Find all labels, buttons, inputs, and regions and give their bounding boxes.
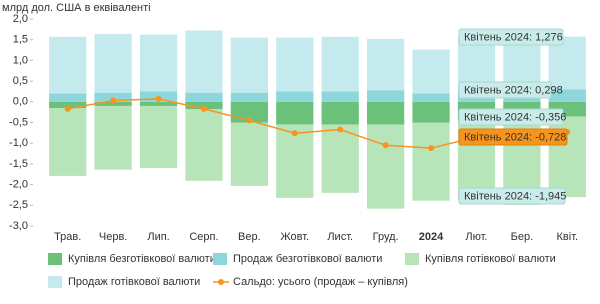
callout: Квітень 2024: -0,356 bbox=[458, 108, 566, 126]
y-tick-label: 1,5 bbox=[13, 34, 28, 46]
legend-swatch bbox=[405, 253, 419, 265]
saldo-point bbox=[110, 97, 117, 104]
saldo-point bbox=[155, 95, 162, 102]
legend-label: Продаж готівкової валюти bbox=[68, 276, 200, 288]
bar-segment bbox=[276, 124, 314, 198]
bar-segment bbox=[139, 105, 178, 169]
x-tick-label: 2024 bbox=[419, 231, 444, 243]
bar-segment bbox=[367, 124, 405, 209]
bar-segment bbox=[230, 37, 268, 93]
legend-swatch bbox=[213, 253, 227, 265]
y-tick-label: 2,0 bbox=[13, 13, 28, 25]
bar-segment bbox=[94, 105, 132, 170]
bar-segment bbox=[412, 122, 450, 201]
callout-box bbox=[458, 128, 568, 146]
legend-label: Сальдо: усього (продаж – купівля) bbox=[233, 276, 408, 288]
callout-box bbox=[458, 81, 552, 99]
y-tick-label: -1,0 bbox=[9, 137, 28, 149]
legend-swatch bbox=[48, 253, 62, 265]
x-tick-label: Жовт. bbox=[280, 231, 309, 243]
callout-text: Квітень 2024: 1,276 bbox=[464, 31, 563, 43]
bar-segment bbox=[230, 122, 268, 186]
legend-label: Купівля безготівкової валюти bbox=[68, 253, 216, 265]
legend-marker bbox=[218, 279, 224, 285]
callout-text: Квітень 2024: 0,298 bbox=[464, 84, 563, 96]
bar-segment bbox=[321, 36, 359, 92]
bar-segment bbox=[321, 124, 359, 193]
bar-segment bbox=[321, 101, 359, 125]
legend-swatch bbox=[48, 276, 62, 288]
bar-segment bbox=[49, 36, 87, 94]
x-tick-label: Бер. bbox=[511, 231, 534, 243]
x-tick-label: Груд. bbox=[373, 231, 399, 243]
bar-segment bbox=[49, 93, 87, 102]
y-tick-label: -1,5 bbox=[9, 158, 28, 170]
bar-segment bbox=[185, 109, 223, 181]
callout-text: Квітень 2024: -1,945 bbox=[464, 190, 566, 202]
bar-segment bbox=[367, 90, 405, 102]
bar-segment bbox=[94, 92, 132, 102]
saldo-point bbox=[337, 126, 344, 133]
bar-segment bbox=[548, 89, 586, 102]
y-tick-label: -2,0 bbox=[9, 179, 28, 191]
x-tick-label: Квіт. bbox=[557, 231, 579, 243]
x-tick-label: Трав. bbox=[54, 231, 81, 243]
bar-segment bbox=[276, 91, 314, 102]
bar-segment bbox=[412, 101, 450, 123]
bar-segment bbox=[276, 101, 314, 125]
callout-box bbox=[458, 28, 564, 46]
x-tick-label: Лют. bbox=[465, 231, 487, 243]
bar-segment bbox=[412, 49, 450, 94]
saldo-point bbox=[291, 130, 298, 137]
x-tick-label: Серп. bbox=[189, 231, 218, 243]
legend-label: Продаж безготівкової валюти bbox=[233, 253, 382, 265]
bar-segment bbox=[94, 33, 132, 93]
callout: Квітень 2024: 1,276 bbox=[458, 28, 564, 46]
bar-segment bbox=[503, 36, 541, 91]
y-tick-label: 0,0 bbox=[13, 96, 28, 108]
x-tick-label: Вер. bbox=[238, 231, 261, 243]
callout: Квітень 2024: -1,945 bbox=[458, 187, 566, 205]
bar-segment bbox=[367, 38, 405, 91]
bar-segment bbox=[412, 93, 450, 102]
callout-box bbox=[458, 108, 564, 126]
callout-text: Квітень 2024: -0,728 bbox=[464, 131, 566, 143]
bar-segment bbox=[230, 92, 268, 102]
bar-segment bbox=[139, 34, 178, 92]
bar-segment bbox=[185, 92, 223, 102]
saldo-point bbox=[382, 142, 389, 149]
x-tick-label: Лип. bbox=[147, 231, 169, 243]
bar-segment bbox=[49, 108, 87, 176]
saldo-point bbox=[428, 145, 435, 152]
x-tick-label: Черв. bbox=[99, 231, 127, 243]
bar-segment bbox=[367, 101, 405, 125]
y-tick-label: -0,5 bbox=[9, 116, 28, 128]
callout-box bbox=[458, 187, 566, 205]
legend-label: Купівля готівкової валюти bbox=[425, 253, 556, 265]
y-axis-label: млрд дол. США в еквіваленті bbox=[2, 2, 151, 14]
bar-segment bbox=[49, 101, 87, 109]
saldo-point bbox=[246, 117, 253, 124]
bar-segment bbox=[185, 101, 223, 110]
y-tick-label: -2,5 bbox=[9, 199, 28, 211]
bar-segment bbox=[139, 101, 178, 106]
saldo-point bbox=[64, 105, 71, 112]
bar-segment bbox=[94, 101, 132, 106]
bar-segment bbox=[276, 37, 314, 92]
callout: Квітень 2024: -0,728 bbox=[458, 128, 568, 146]
bar-segment bbox=[457, 37, 496, 91]
callout: Квітень 2024: 0,298 bbox=[458, 81, 563, 99]
y-tick-label: 0,5 bbox=[13, 75, 28, 87]
bar-segment bbox=[321, 91, 359, 102]
y-tick-label: 1,0 bbox=[13, 54, 28, 66]
callout-text: Квітень 2024: -0,356 bbox=[464, 111, 566, 123]
x-tick-label: Лист. bbox=[327, 231, 353, 243]
saldo-point bbox=[200, 105, 207, 112]
y-tick-label: -3,0 bbox=[9, 220, 28, 232]
bar-segment bbox=[185, 30, 223, 93]
